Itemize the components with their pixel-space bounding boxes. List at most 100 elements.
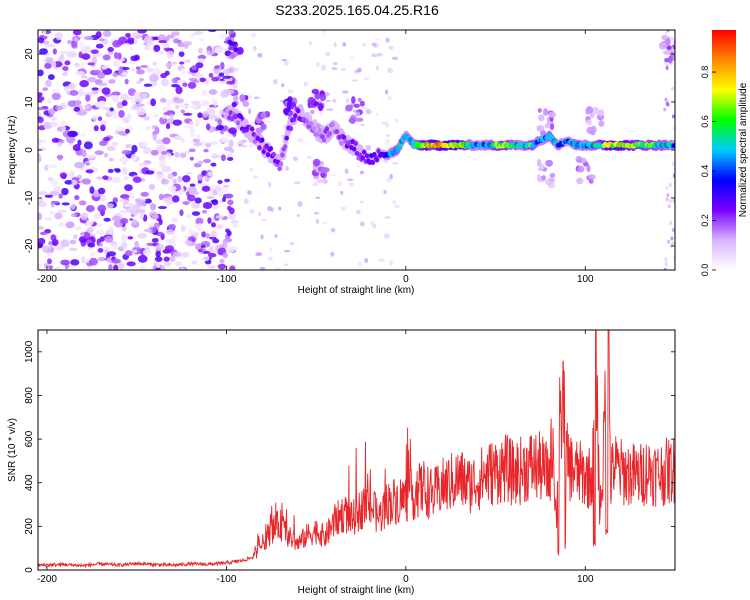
noise-blob	[257, 52, 263, 58]
noise-blob	[205, 233, 210, 239]
noise-blob	[122, 43, 131, 47]
noise-blob	[208, 89, 218, 95]
ridge-core	[341, 134, 347, 140]
noise-blob	[139, 263, 146, 270]
noise-blob	[167, 185, 177, 192]
noise-blob	[321, 30, 326, 34]
ridge-core	[268, 146, 274, 152]
noise-blob	[79, 80, 89, 88]
noise-blob	[81, 53, 91, 60]
signal-blob	[666, 45, 672, 50]
noise-blob	[87, 242, 96, 248]
noise-blob	[303, 81, 308, 87]
noise-blob	[165, 123, 171, 130]
noise-blob	[59, 50, 69, 55]
noise-blob	[80, 256, 86, 264]
noise-blob	[293, 181, 301, 185]
noise-blob	[59, 172, 68, 179]
noise-blob	[169, 255, 176, 262]
noise-blob	[360, 123, 365, 127]
noise-blob	[38, 143, 42, 147]
noise-blob	[219, 258, 225, 264]
noise-blob	[90, 49, 99, 54]
signal-blob	[286, 101, 292, 109]
noise-blob	[167, 173, 174, 180]
ridge-core	[264, 143, 269, 149]
noise-blob	[134, 198, 141, 203]
noise-blob	[50, 200, 60, 205]
spectrogram-x-label: Height of straight line (km)	[298, 285, 415, 296]
signal-blob	[544, 123, 550, 129]
noise-blob	[124, 250, 133, 257]
noise-blob	[258, 212, 262, 216]
noise-blob	[182, 175, 191, 183]
noise-blob	[365, 144, 372, 151]
noise-blob	[231, 222, 238, 229]
noise-blob	[195, 72, 203, 79]
noise-blob	[129, 191, 135, 200]
noise-blob	[108, 226, 114, 235]
noise-blob	[281, 83, 285, 88]
noise-blob	[667, 204, 671, 209]
noise-blob	[44, 194, 53, 198]
noise-blob	[356, 164, 360, 168]
noise-blob	[58, 139, 65, 144]
noise-blob	[159, 265, 166, 270]
noise-blob	[67, 100, 78, 108]
noise-blob	[209, 188, 214, 197]
noise-blob	[80, 212, 89, 221]
signal-blob	[230, 41, 237, 46]
noise-blob	[171, 235, 177, 242]
noise-blob	[42, 139, 47, 144]
noise-blob	[329, 174, 337, 177]
noise-blob	[385, 122, 390, 128]
noise-blob	[265, 120, 272, 123]
noise-blob	[202, 209, 207, 214]
noise-blob	[57, 154, 62, 161]
noise-blob	[137, 254, 148, 263]
noise-blob	[666, 102, 670, 107]
noise-blob	[65, 221, 75, 229]
noise-blob	[93, 213, 101, 219]
noise-blob	[364, 258, 369, 263]
noise-blob	[112, 197, 118, 204]
noise-blob	[79, 41, 85, 50]
ridge-core	[260, 137, 265, 143]
noise-blob	[83, 36, 94, 41]
noise-blob	[112, 243, 119, 250]
noise-blob	[98, 82, 108, 87]
noise-blob	[248, 208, 255, 214]
snr-x-label: Height of straight line (km)	[298, 585, 415, 596]
noise-blob	[388, 45, 394, 50]
noise-blob	[133, 91, 143, 99]
noise-blob	[49, 210, 55, 216]
noise-blob	[124, 184, 133, 192]
noise-blob	[206, 107, 213, 115]
signal-blob	[345, 104, 353, 112]
noise-blob	[89, 186, 95, 194]
noise-blob	[669, 220, 673, 225]
noise-blob	[321, 64, 327, 71]
noise-blob	[196, 134, 201, 140]
noise-blob	[92, 69, 102, 74]
noise-blob	[85, 162, 90, 166]
signal-blob	[542, 108, 549, 116]
noise-blob	[45, 44, 55, 48]
noise-blob	[228, 212, 236, 220]
signal-blob	[351, 96, 356, 104]
noise-blob	[200, 101, 210, 107]
noise-blob	[70, 259, 80, 266]
noise-blob	[211, 154, 222, 158]
noise-blob	[121, 72, 129, 76]
noise-blob	[130, 67, 136, 72]
ridge-core	[295, 108, 301, 114]
signal-blob	[673, 40, 675, 45]
noise-blob	[227, 246, 236, 253]
noise-blob	[360, 200, 364, 204]
noise-blob	[58, 221, 64, 228]
noise-blob	[75, 99, 81, 108]
signal-blob	[539, 163, 545, 171]
noise-blob	[206, 50, 215, 56]
noise-blob	[44, 62, 52, 69]
signal-blob	[322, 178, 328, 184]
